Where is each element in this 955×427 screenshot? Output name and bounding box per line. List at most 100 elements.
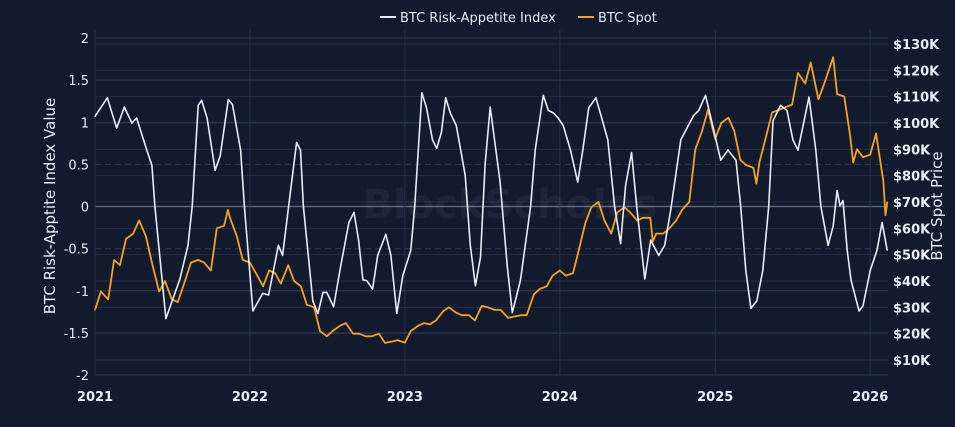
data-point-spot: [552, 275, 554, 277]
data-point-spot: [752, 167, 755, 169]
data-point-spot: [856, 148, 858, 150]
data-point-index: [858, 310, 860, 312]
y-right-tick-label: $130K: [893, 38, 940, 53]
data-point-spot: [862, 156, 864, 158]
data-point-spot: [727, 117, 730, 119]
data-point-spot: [227, 209, 229, 211]
data-point-spot: [578, 248, 580, 250]
data-point-index: [557, 117, 559, 119]
data-point-index: [780, 104, 782, 106]
data-point-index: [396, 312, 398, 315]
data-point-index: [436, 147, 438, 149]
x-tick-label: 2023: [387, 390, 423, 405]
data-point-index: [372, 288, 374, 290]
data-point-spot: [784, 106, 786, 108]
data-point-spot: [435, 319, 437, 322]
legend-label-spot[interactable]: BTC Spot: [598, 11, 657, 26]
data-point-spot: [629, 211, 631, 214]
data-point-index: [227, 98, 229, 101]
data-point-index: [499, 180, 501, 182]
data-point-spot: [668, 227, 671, 229]
data-point-spot: [526, 314, 528, 316]
data-point-spot: [533, 293, 535, 295]
data-point-index: [569, 149, 572, 151]
data-point-index: [479, 256, 482, 258]
x-tick-label: 2022: [232, 390, 268, 405]
y-right-tick-label: $110K: [893, 91, 940, 106]
data-point-index: [484, 163, 486, 165]
data-point-spot: [378, 333, 380, 335]
data-point-index: [712, 125, 714, 127]
data-point-index: [506, 264, 508, 267]
data-point-spot: [268, 269, 270, 272]
data-point-index: [547, 109, 550, 112]
data-point-index: [390, 254, 392, 256]
data-point-index: [94, 115, 96, 117]
data-point-index: [240, 149, 242, 151]
data-point-index: [808, 96, 810, 98]
y-left-tick-label: 1.5: [68, 74, 89, 89]
y-left-tick-label: 0: [81, 201, 89, 216]
data-point-index: [762, 269, 764, 272]
data-point-spot: [177, 301, 179, 303]
series-layer: [94, 56, 889, 344]
data-point-index: [165, 318, 167, 320]
data-point-spot: [326, 335, 328, 337]
data-point-spot: [332, 330, 334, 332]
data-point-index: [219, 155, 221, 157]
data-point-spot: [649, 217, 651, 219]
data-point-spot: [461, 314, 463, 316]
data-point-spot: [158, 290, 160, 293]
data-point-spot: [610, 233, 612, 235]
data-point-index: [530, 205, 532, 208]
legend-label-index[interactable]: BTC Risk-Appetite Index: [400, 11, 556, 26]
data-point-spot: [694, 148, 696, 150]
y-left-tick-label: 0.5: [68, 158, 89, 173]
y-right-tick-label: $30K: [893, 301, 931, 316]
data-point-spot: [223, 225, 225, 227]
data-point-spot: [584, 222, 586, 224]
data-point-spot: [849, 135, 851, 137]
data-point-spot: [397, 339, 399, 341]
y-left-tick-label: 2: [81, 32, 89, 47]
data-point-spot: [371, 335, 373, 337]
y-left-tick-label: 1: [81, 116, 89, 131]
data-point-index: [377, 254, 379, 256]
legend[interactable]: BTC Risk-Appetite Index BTC Spot: [380, 11, 657, 26]
data-point-index: [720, 159, 722, 161]
data-point-index: [768, 205, 770, 208]
data-point-index: [474, 285, 476, 287]
data-point-index: [366, 280, 368, 282]
data-point-index: [464, 174, 466, 176]
data-point-index: [179, 278, 181, 280]
data-point-index: [750, 307, 752, 309]
data-point-index: [154, 205, 156, 208]
data-point-index: [625, 184, 627, 186]
data-point-spot: [771, 111, 773, 114]
data-point-spot: [242, 259, 244, 261]
data-point-index: [869, 269, 871, 272]
data-point-index: [348, 221, 350, 224]
data-point-spot: [119, 264, 121, 266]
data-point-index: [131, 122, 133, 124]
data-point-index: [832, 225, 834, 227]
data-point-index: [146, 149, 148, 151]
data-point-index: [727, 149, 729, 151]
data-point-spot: [448, 306, 450, 308]
data-point-index: [595, 97, 597, 99]
data-point-index: [846, 249, 848, 251]
data-point-index: [421, 92, 423, 94]
data-point-spot: [132, 233, 134, 235]
data-point-index: [670, 210, 672, 212]
data-point-spot: [572, 272, 574, 274]
data-point-spot: [190, 262, 192, 264]
data-point-index: [772, 120, 774, 122]
data-point-spot: [494, 309, 496, 311]
data-point-index: [636, 205, 638, 208]
data-point-spot: [287, 264, 289, 266]
data-point-index: [296, 141, 298, 144]
data-point-spot: [590, 206, 592, 208]
data-point-index: [519, 280, 522, 282]
data-point-spot: [755, 183, 758, 185]
data-point-index: [552, 112, 555, 114]
